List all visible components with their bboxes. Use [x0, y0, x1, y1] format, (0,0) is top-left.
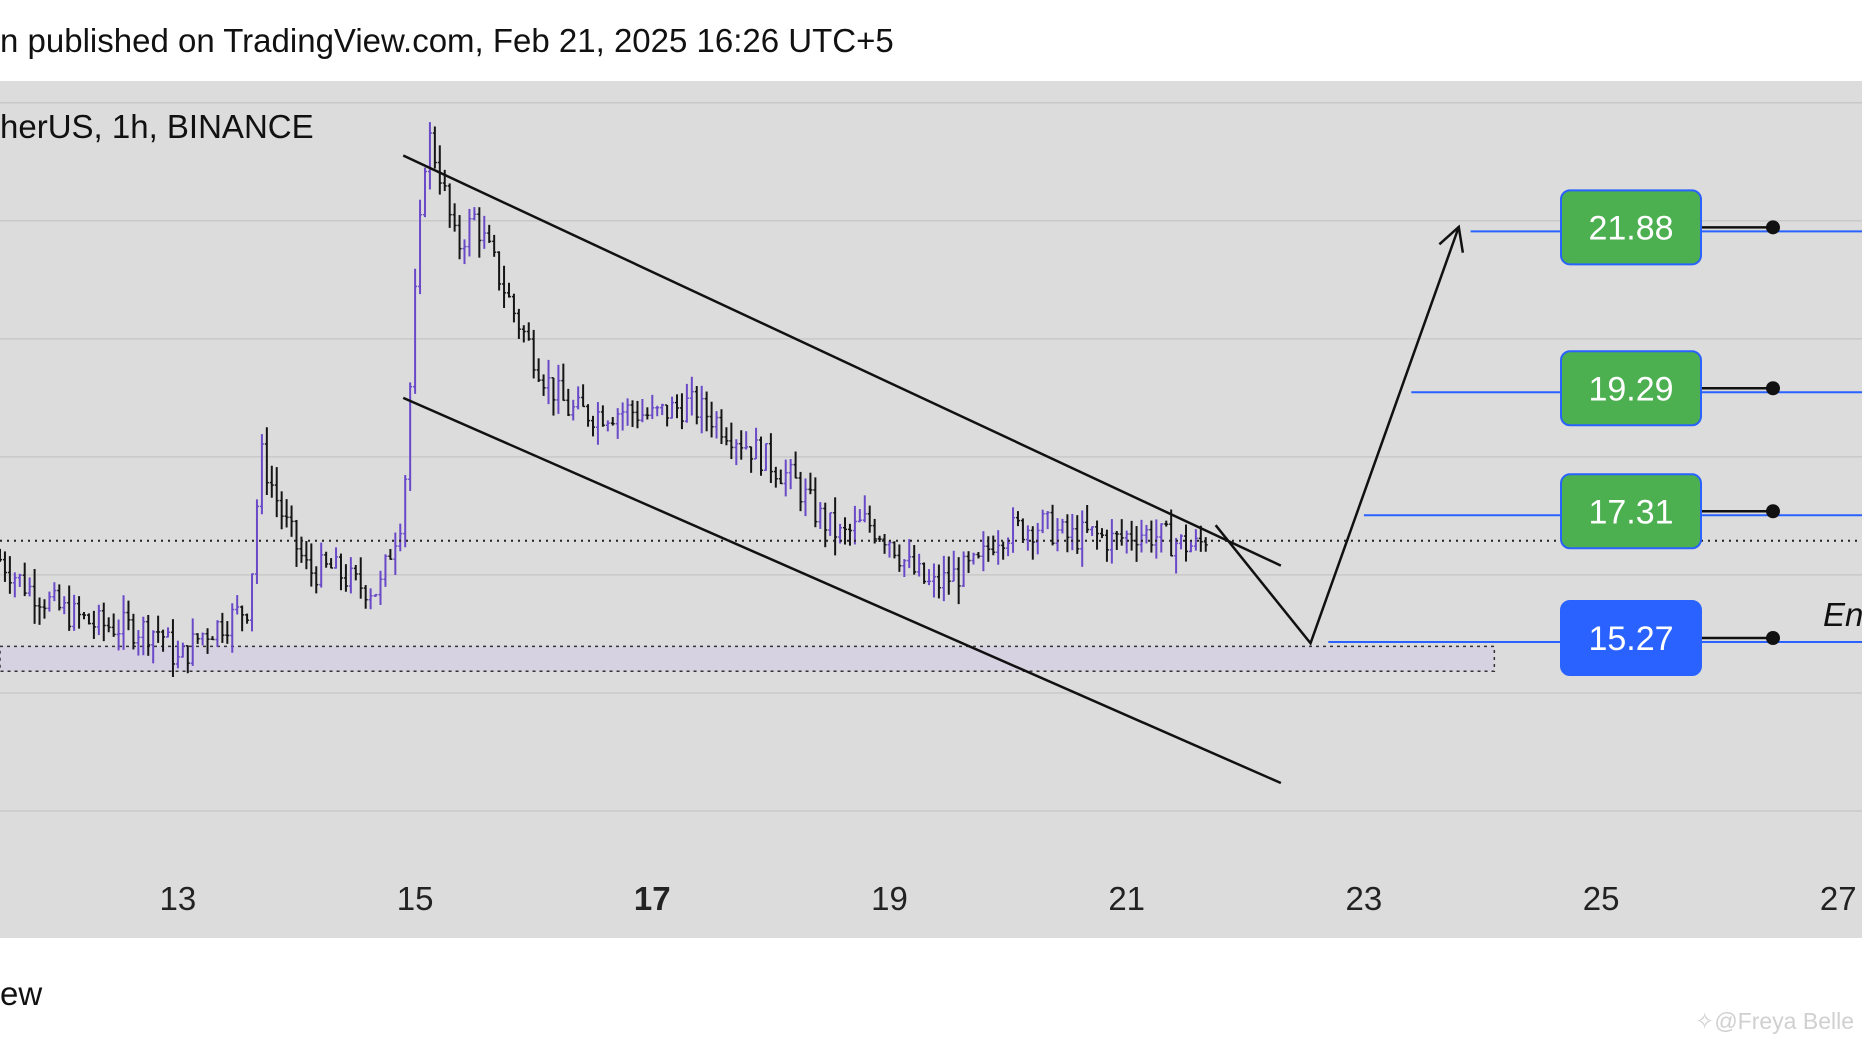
x-tick-label: 25	[1583, 880, 1620, 917]
plot-background	[0, 81, 1862, 938]
chart-title: herUS, 1h, BINANCE	[0, 108, 314, 145]
support-zone	[0, 645, 1496, 672]
x-tick-label: 21	[1108, 880, 1145, 917]
entry-price-box	[1560, 599, 1702, 676]
target-price-box	[1560, 189, 1702, 266]
x-tick-label: 27	[1820, 880, 1857, 917]
x-tick-label: 17	[634, 880, 671, 917]
x-tick-label: 23	[1346, 880, 1383, 917]
entry-price-label: 15.27	[1588, 620, 1673, 658]
x-tick-label: 13	[160, 880, 197, 917]
publish-header: n published on TradingView.com, Feb 21, …	[0, 22, 894, 59]
level-dot	[1766, 630, 1780, 645]
x-tick-label: 19	[871, 880, 908, 917]
level-dot	[1766, 220, 1780, 235]
grid-lines	[0, 101, 1862, 812]
projection-path	[1214, 226, 1460, 646]
channel-lower-line	[402, 396, 1282, 785]
candles	[0, 122, 1208, 677]
target-price-label: 21.88	[1588, 209, 1673, 247]
entry-label: En	[1823, 596, 1862, 633]
target-price-label: 17.31	[1588, 493, 1673, 531]
target-price-box	[1560, 473, 1702, 550]
target-price-box	[1560, 350, 1702, 427]
level-dot	[1766, 504, 1780, 519]
footer-text: ew	[0, 975, 43, 1012]
level-dot	[1766, 381, 1780, 396]
watermark: ✧@Freya Belle	[1695, 1008, 1854, 1034]
channel-upper-line	[402, 154, 1282, 567]
target-price-label: 19.29	[1588, 370, 1673, 408]
x-tick-label: 15	[397, 880, 434, 917]
support-zone-rect	[0, 645, 1496, 672]
x-axis-ticks: 13 15 17 19 21 23 25 27	[160, 880, 1857, 917]
projection-arrowhead	[1438, 224, 1465, 253]
drawings	[0, 154, 1862, 785]
price-levels: 21.88 19.29 17.31 15.27 En	[1328, 189, 1862, 676]
